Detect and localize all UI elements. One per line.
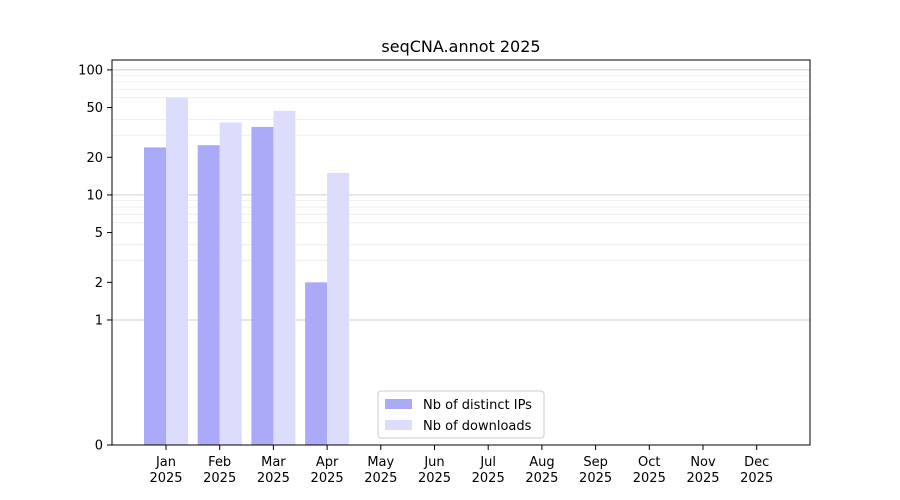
y-tick-label: 100 bbox=[78, 63, 103, 78]
x-tick-label: May 2025 bbox=[364, 455, 397, 486]
legend-label: Nb of downloads bbox=[423, 419, 532, 434]
bar-downloads bbox=[166, 97, 188, 445]
bar-distinct-ips bbox=[251, 126, 274, 446]
bars bbox=[144, 97, 350, 446]
x-tick-label: Jun 2025 bbox=[418, 455, 451, 486]
bar-downloads bbox=[219, 122, 242, 445]
bar-downloads bbox=[327, 172, 350, 445]
plot-area-frame bbox=[111, 59, 811, 446]
x-tick-label: Mar 2025 bbox=[257, 455, 290, 486]
bar-distinct-ips bbox=[197, 145, 220, 445]
x-tick-label: Apr 2025 bbox=[311, 455, 344, 486]
legend: Nb of distinct IPs Nb of downloads bbox=[377, 390, 545, 439]
y-tick-label: 50 bbox=[86, 101, 103, 116]
y-axis: 0 1 2 5 10 20 50 100 bbox=[78, 63, 112, 454]
x-tick-label: Sep 2025 bbox=[579, 455, 612, 486]
chart-title: seqCNA.annot 2025 bbox=[381, 37, 540, 56]
y-tick-label: 0 bbox=[95, 439, 103, 454]
y-tick-label: 10 bbox=[86, 188, 103, 203]
y-tick-label: 5 bbox=[95, 226, 103, 241]
x-tick-label: Jul 2025 bbox=[472, 455, 505, 486]
x-tick-label: Aug 2025 bbox=[525, 455, 558, 486]
x-tick-label: Dec 2025 bbox=[740, 455, 773, 486]
legend-box bbox=[377, 390, 545, 439]
x-axis: Jan 2025 Feb 2025 Mar 2025 Apr 2025 May 2025 Jun 20… bbox=[149, 445, 773, 486]
x-tick-label: Feb 2025 bbox=[203, 455, 236, 486]
y-tick-label: 2 bbox=[95, 276, 103, 291]
bar-distinct-ips bbox=[144, 147, 166, 446]
x-tick-label: Jan 2025 bbox=[149, 455, 182, 486]
bar-downloads bbox=[273, 110, 296, 445]
y-tick-label: 1 bbox=[95, 313, 103, 328]
x-tick-label: Oct 2025 bbox=[633, 455, 666, 486]
legend-swatch bbox=[385, 399, 412, 409]
bar-distinct-ips bbox=[305, 282, 328, 445]
x-tick-label: Nov 2025 bbox=[686, 455, 719, 486]
legend-swatch bbox=[385, 420, 412, 430]
y-tick-label: 20 bbox=[86, 151, 103, 166]
legend-label: Nb of distinct IPs bbox=[423, 398, 532, 413]
